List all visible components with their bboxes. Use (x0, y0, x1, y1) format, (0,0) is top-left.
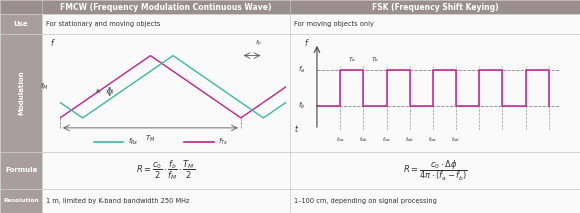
Text: $f_p$: $f_p$ (256, 38, 262, 49)
Text: $t_{xb}$: $t_{xb}$ (405, 135, 414, 144)
Bar (290, 14, 580, 34)
Text: 1–100 cm, depending on signal processing: 1–100 cm, depending on signal processing (294, 198, 437, 204)
Text: For stationary and moving objects: For stationary and moving objects (46, 21, 161, 27)
Text: FSK (Frequency Shift Keying): FSK (Frequency Shift Keying) (372, 3, 498, 12)
Text: t: t (295, 125, 298, 134)
Bar (290, 0, 580, 14)
Text: $f_M$: $f_M$ (40, 82, 49, 92)
Bar (0, 152, 42, 189)
Text: $t_{xa}$: $t_{xa}$ (382, 135, 391, 144)
Bar (290, 152, 580, 189)
Bar (290, 34, 580, 152)
Bar (0, 14, 42, 34)
Text: Formula: Formula (5, 167, 37, 174)
Text: $t_{xb}$: $t_{xb}$ (359, 135, 368, 144)
Text: $f_{Tx}$: $f_{Tx}$ (218, 137, 229, 147)
Bar (42, 14, 290, 34)
Bar (290, 189, 580, 213)
Text: 1 m, limited by K-band bandwidth 250 MHz: 1 m, limited by K-band bandwidth 250 MHz (46, 198, 190, 204)
Text: For moving objects only: For moving objects only (294, 21, 374, 27)
Text: $T_a$: $T_a$ (347, 55, 356, 64)
Text: $f_b$: $f_b$ (298, 101, 305, 111)
Text: $f_{Rx}$: $f_{Rx}$ (128, 137, 139, 147)
Text: Use: Use (14, 21, 28, 27)
Text: $T_b$: $T_b$ (371, 55, 379, 64)
Text: $R = \dfrac{c_0 \cdot \Delta\phi}{4\pi \cdot (f_a - f_b)}$: $R = \dfrac{c_0 \cdot \Delta\phi}{4\pi \… (403, 158, 467, 183)
Bar (0, 189, 42, 213)
Text: $t_{xb}$: $t_{xb}$ (451, 135, 461, 144)
Bar (42, 189, 290, 213)
Text: FMCW (Frequency Modulation Continuous Wave): FMCW (Frequency Modulation Continuous Wa… (60, 3, 272, 12)
Text: $f_a$: $f_a$ (298, 64, 305, 75)
Text: $t_{xa}$: $t_{xa}$ (336, 135, 345, 144)
Text: f: f (304, 39, 307, 48)
Text: f: f (51, 39, 53, 48)
Bar (42, 34, 290, 152)
Text: $t_{xa}$: $t_{xa}$ (429, 135, 437, 144)
Text: $T_M$: $T_M$ (145, 134, 155, 144)
Bar (0, 34, 42, 152)
Text: Modulation: Modulation (18, 71, 24, 115)
Bar (0, 0, 42, 14)
Bar (42, 0, 290, 14)
Text: $f_b$: $f_b$ (95, 87, 102, 96)
Bar (42, 152, 290, 189)
Text: $R = \dfrac{c_0}{2} \cdot \dfrac{f_b}{f_M} \cdot \dfrac{T_M}{2}$: $R = \dfrac{c_0}{2} \cdot \dfrac{f_b}{f_… (136, 159, 195, 182)
Text: Resolution: Resolution (3, 199, 39, 203)
